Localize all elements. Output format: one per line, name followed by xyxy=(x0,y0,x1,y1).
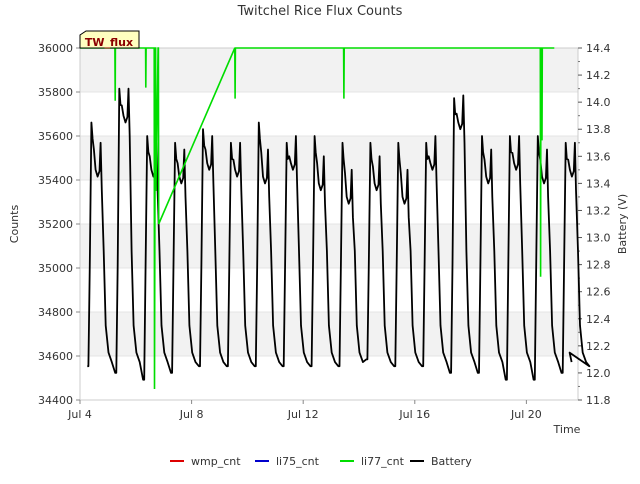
x-axis-label: Time xyxy=(553,423,581,436)
y-tick-label: 35400 xyxy=(38,174,73,187)
y2-tick-label: 14.2 xyxy=(586,69,611,82)
plot-band xyxy=(80,356,578,400)
y-tick-label: 36000 xyxy=(38,42,73,55)
y2-tick-label: 12.8 xyxy=(586,259,611,272)
y2-tick-label: 11.8 xyxy=(586,394,611,407)
y2-tick-label: 13.2 xyxy=(586,204,611,217)
y-tick-label: 34800 xyxy=(38,306,73,319)
plot-band xyxy=(80,92,578,136)
y-tick-label: 34400 xyxy=(38,394,73,407)
y2-tick-label: 12.4 xyxy=(586,313,611,326)
plot-band xyxy=(80,180,578,224)
legend-item: li75_cnt xyxy=(255,455,320,468)
y2-tick-label: 12.6 xyxy=(586,286,611,299)
x-tick-label: Jul 16 xyxy=(398,408,430,421)
series-line-li77-cnt xyxy=(80,47,555,390)
x-axis: Jul 4 Jul 8 Jul 12 Jul 16 Jul 20 xyxy=(67,400,542,421)
y2-tick-label: 14.0 xyxy=(586,96,611,109)
plot-band xyxy=(80,136,578,180)
y2-tick-label: 12.0 xyxy=(586,367,611,380)
chart-title: Twitchel Rice Flux Counts xyxy=(237,4,403,19)
legend-item: wmp_cnt xyxy=(170,455,241,468)
y-tick-label: 34600 xyxy=(38,350,73,363)
annotation-label: TW_flux xyxy=(85,36,133,49)
y2-tick-label: 14.4 xyxy=(586,42,611,55)
legend-label: li77_cnt xyxy=(361,455,405,468)
annotation-box: TW_flux xyxy=(79,30,140,49)
legend-label: Battery xyxy=(431,455,472,468)
y-axis-label: Counts xyxy=(8,205,21,244)
y2-axis: 11.8 12.0 12.2 12.4 12.6 12.8 13.0 13.2 13.4 13.6… xyxy=(578,42,611,407)
series-line-battery xyxy=(87,87,591,381)
x-tick-label: Jul 20 xyxy=(510,408,542,421)
legend-label: wmp_cnt xyxy=(191,455,241,468)
annotation-badge-shape xyxy=(79,30,140,49)
y-tick-label: 35200 xyxy=(38,218,73,231)
legend-item: li77_cnt xyxy=(340,455,405,468)
legend: wmp_cnt li75_cnt li77_cnt Battery xyxy=(170,455,472,468)
y2-tick-label: 13.8 xyxy=(586,123,611,136)
y-tick-label: 35000 xyxy=(38,262,73,275)
y2-tick-label: 13.4 xyxy=(586,177,611,190)
y2-axis-label: Battery (V) xyxy=(616,194,629,254)
series-layer xyxy=(80,47,591,390)
x-tick-label: Jul 8 xyxy=(179,408,204,421)
x-tick-label: Jul 12 xyxy=(287,408,319,421)
y2-tick-label: 13.6 xyxy=(586,150,611,163)
plot-band xyxy=(80,48,578,92)
y-tick-label: 35800 xyxy=(38,86,73,99)
y2-tick-label: 13.0 xyxy=(586,232,611,245)
y-tick-label: 35600 xyxy=(38,130,73,143)
legend-label: li75_cnt xyxy=(276,455,320,468)
x-tick-label: Jul 4 xyxy=(67,408,92,421)
legend-item: Battery xyxy=(410,455,472,468)
y-axis: 34400 34600 34800 35000 35200 35400 35600 35800… xyxy=(38,42,80,407)
y2-tick-label: 12.2 xyxy=(586,340,611,353)
